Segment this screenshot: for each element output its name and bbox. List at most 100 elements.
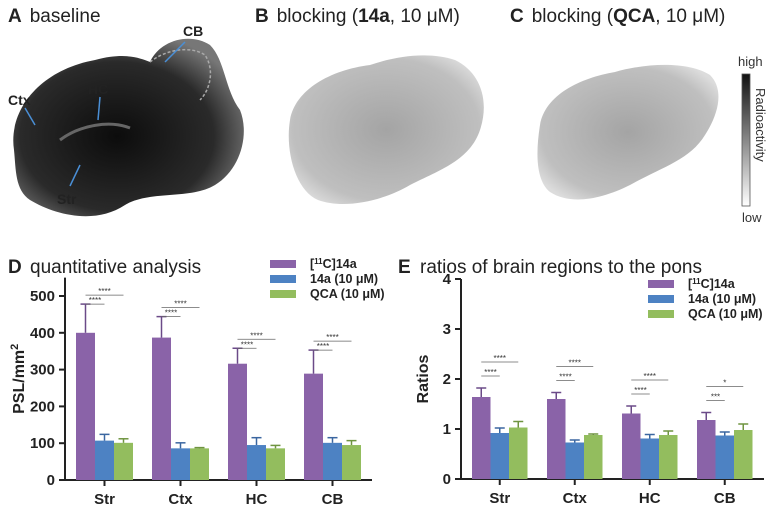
legend-label: QCA (10 μM) (688, 307, 763, 321)
x-tick-label: CB (714, 490, 736, 507)
significance-label: **** (494, 354, 506, 363)
bar (76, 332, 95, 480)
significance-label: **** (317, 342, 329, 351)
legend-label: [11C]14a (688, 277, 736, 291)
y-tick-label: 0 (443, 471, 451, 488)
bar (547, 399, 566, 479)
legend-swatch (648, 280, 674, 288)
significance-label: * (723, 379, 726, 388)
significance-label: *** (711, 393, 720, 402)
legend-label: [11C]14a (310, 257, 358, 271)
chart-title: quantitative analysis (30, 257, 201, 278)
y-tick-label: 4 (443, 271, 452, 288)
label-str: Str (57, 191, 77, 207)
bar (152, 337, 171, 480)
y-tick-label: 500 (30, 288, 55, 305)
significance-label: **** (89, 296, 101, 305)
bar (95, 440, 114, 480)
colorbar-label: Radioactivity (753, 88, 768, 162)
bar (715, 435, 734, 479)
bar (114, 442, 133, 480)
brain-image-blocking-14a (288, 55, 484, 205)
significance-label: **** (174, 300, 186, 309)
colorbar: high low Radioactivity (738, 54, 768, 225)
legend-label: 14a (10 μM) (688, 292, 756, 306)
bar (490, 433, 509, 479)
y-tick-label: 3 (443, 321, 451, 338)
colorbar-high: high (738, 54, 763, 69)
significance-label: **** (326, 333, 338, 342)
bar (247, 445, 266, 480)
legend-swatch (648, 310, 674, 318)
bar (228, 363, 247, 480)
y-tick-label: 2 (443, 371, 451, 388)
significance-label: **** (569, 359, 581, 368)
bar (304, 373, 323, 480)
bar (565, 442, 584, 479)
bar (171, 448, 190, 480)
significance-label: **** (165, 309, 177, 318)
significance-label: **** (634, 386, 646, 395)
panel-letter: D (8, 257, 22, 278)
x-tick-label: Ctx (168, 491, 193, 508)
legend-swatch (270, 290, 296, 298)
y-tick-label: 100 (30, 435, 55, 452)
y-tick-label: 300 (30, 362, 55, 379)
panel-letter: B (255, 6, 269, 27)
y-tick-label: 0 (47, 472, 55, 489)
significance-label: **** (644, 372, 656, 381)
legend-swatch (270, 260, 296, 268)
legend-swatch (270, 275, 296, 283)
chart-title: ratios of brain regions to the pons (420, 257, 702, 278)
significance-label: **** (250, 331, 262, 340)
panel-letter: A (8, 6, 22, 27)
brain-label-arrows (24, 41, 186, 187)
brain-image-blocking-qca (537, 64, 719, 200)
y-tick-label: 1 (443, 421, 451, 438)
x-tick-label: CB (322, 491, 344, 508)
bar (622, 413, 641, 479)
bar (509, 427, 528, 479)
colorbar-low: low (742, 210, 762, 225)
panel-letter: E (398, 257, 411, 278)
bar (659, 435, 678, 479)
bar (640, 438, 659, 479)
bar (734, 430, 753, 479)
y-tick-label: 400 (30, 325, 55, 342)
x-tick-label: Str (94, 491, 115, 508)
legend-label: 14a (10 μM) (310, 272, 378, 286)
bar (584, 435, 603, 479)
label-hc: HC (88, 81, 108, 97)
x-tick-label: Str (489, 490, 510, 507)
bar (266, 448, 285, 480)
panel-title: baseline (30, 6, 101, 27)
x-tick-label: HC (639, 490, 661, 507)
bar (342, 445, 361, 480)
x-tick-label: HC (246, 491, 268, 508)
y-tick-label: 200 (30, 398, 55, 415)
bar (323, 442, 342, 480)
significance-label: **** (241, 340, 253, 349)
y-axis-label: PSL/mm2 (9, 344, 28, 414)
legend-swatch (648, 295, 674, 303)
significance-label: **** (484, 368, 496, 377)
significance-label: **** (559, 373, 571, 382)
label-ctx: Ctx (8, 92, 31, 108)
legend-label: QCA (10 μM) (310, 287, 385, 301)
label-cb: CB (183, 23, 203, 39)
x-tick-label: Ctx (563, 490, 588, 507)
significance-label: **** (98, 287, 110, 296)
bar (190, 448, 209, 480)
bar (472, 397, 491, 479)
panel-letter: C (510, 6, 524, 27)
y-axis-label: Ratios (415, 354, 432, 403)
